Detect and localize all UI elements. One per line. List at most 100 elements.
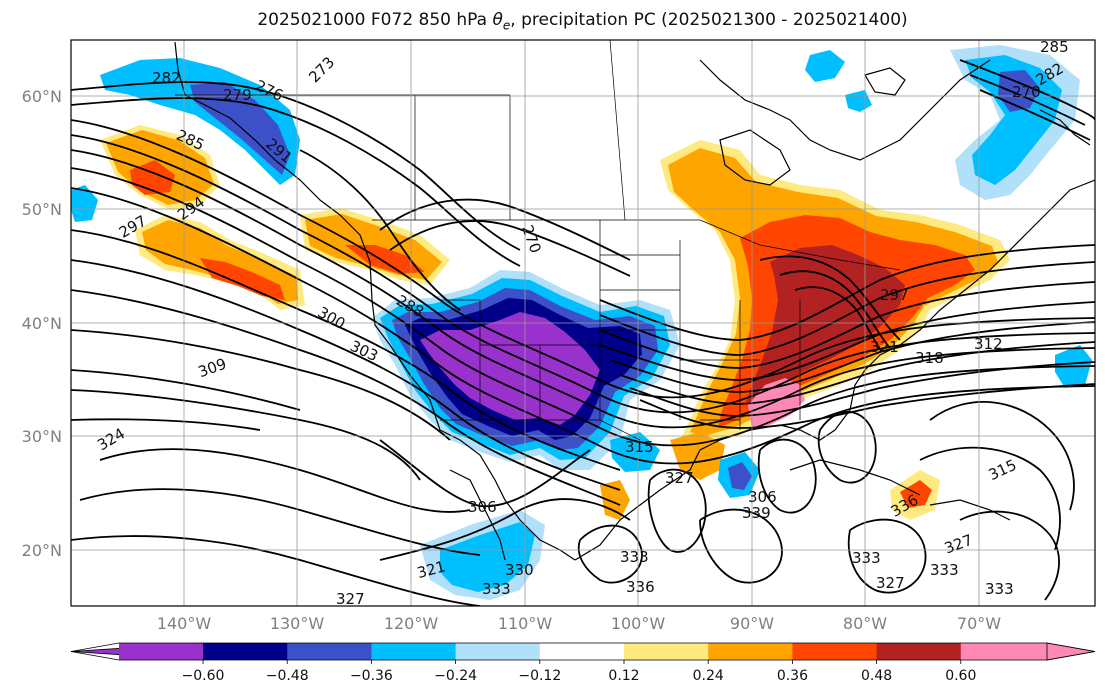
- colorbar-tick-label: 0.48: [861, 668, 892, 684]
- contour-label: 327: [876, 574, 905, 592]
- contour-line: [71, 289, 621, 506]
- colorbar-tick-label: −0.48: [266, 668, 309, 684]
- contour-label: 339: [742, 504, 771, 522]
- colorbar-tick-label: −0.60: [182, 668, 225, 684]
- precip-positive-caribbean-inner: [900, 480, 932, 508]
- contour-label: 333: [852, 549, 881, 567]
- lon-label: 80°W: [843, 614, 887, 633]
- contour-line: [919, 446, 1061, 551]
- colorbar-segment: [792, 643, 878, 660]
- border-line: [440, 419, 641, 441]
- lon-label: 130°W: [270, 614, 325, 633]
- contour-line: [699, 508, 783, 584]
- coastline: [574, 179, 1095, 561]
- contour-line: [71, 259, 621, 491]
- lon-label: 70°W: [957, 614, 1001, 633]
- coastline: [699, 59, 991, 161]
- lon-label: 100°W: [611, 614, 666, 633]
- colorbar-outline: [70, 642, 1096, 661]
- contour-label: 282: [152, 69, 181, 87]
- precip-negative-alaska-outer: [100, 58, 300, 185]
- colorbar-segment: [455, 643, 541, 660]
- colorbar-segment: [624, 643, 709, 660]
- title-theta-subscript: e: [502, 18, 511, 33]
- contour-line: [71, 149, 1095, 429]
- contour-line: [379, 198, 631, 261]
- contour-line: [599, 244, 1095, 341]
- contour-line: [389, 220, 631, 277]
- contour-line: [379, 498, 631, 561]
- contour-line: [817, 411, 877, 484]
- coastlines: [174, 41, 1095, 561]
- colorbar-tick-label: 0.24: [693, 668, 724, 684]
- contour-label: 333: [930, 561, 959, 579]
- latitude-axis: 60°N 50°N 40°N 30°N 20°N: [22, 87, 62, 560]
- contour-line: [599, 301, 1095, 381]
- contour-line: [379, 439, 591, 508]
- contour-label: 306: [748, 488, 777, 506]
- colorbar-segment: [539, 643, 625, 660]
- precip-positive-pacnw-red: [200, 258, 285, 300]
- coastline: [864, 67, 906, 96]
- title-suffix: , precipitation PC (2025021300 - 2025021…: [510, 10, 908, 30]
- contour-line: [599, 281, 1095, 369]
- colorbar-tick-label: 0.12: [608, 668, 639, 684]
- contour-line: [71, 81, 521, 251]
- contour-line: [71, 329, 451, 441]
- title-theta-symbol: θ: [492, 10, 503, 30]
- contour-label: 327: [336, 590, 365, 608]
- colorbar-segment: [708, 643, 793, 660]
- lon-label: 120°W: [384, 614, 439, 633]
- contour-line: [759, 255, 901, 341]
- longitude-axis: 140°W 130°W 120°W 110°W 100°W 90°W 80°W …: [157, 614, 1001, 633]
- contour-line: [299, 149, 461, 311]
- coastline: [1039, 109, 1091, 146]
- precip-positive-bahamas: [600, 480, 630, 520]
- graticule: [71, 40, 1095, 606]
- map-title: 2025021000 F072 850 hPa θe, precipitatio…: [0, 10, 1105, 32]
- contour-label: 279: [223, 86, 252, 104]
- contour-line: [929, 400, 1075, 511]
- contour-line: [794, 286, 883, 353]
- contour-line: [71, 535, 481, 606]
- contour-line: [629, 361, 1095, 417]
- contour-line: [71, 119, 1095, 399]
- contour-line: [959, 510, 1060, 601]
- coastline: [174, 41, 576, 561]
- contour-label: 312: [974, 335, 1003, 353]
- contour-label: 270: [1012, 83, 1041, 101]
- contour-line: [969, 74, 1086, 126]
- contour-label: 285: [1040, 38, 1069, 56]
- contour-line: [71, 167, 1095, 447]
- lat-label: 20°N: [22, 541, 62, 560]
- contour-line: [577, 524, 643, 584]
- contour-label: 327: [665, 469, 694, 487]
- contour-line: [71, 187, 1095, 465]
- contour-line: [71, 134, 1095, 414]
- colorbar-segment: [371, 643, 457, 660]
- contour-label: 315: [625, 438, 654, 456]
- lon-label: 140°W: [157, 614, 212, 633]
- precip-positive-bc-red: [345, 245, 425, 274]
- contour-label: 306: [468, 498, 497, 516]
- political-borders: [175, 40, 901, 441]
- colorbar-tick-label: −0.12: [518, 668, 561, 684]
- precip-negative-yucatan-inner: [728, 462, 752, 490]
- contour-label: 333: [985, 580, 1014, 598]
- colorbar-segment: [960, 643, 1047, 660]
- contour-line: [599, 261, 1095, 356]
- contour-line: [647, 468, 707, 553]
- colorbar-tick-label: −0.24: [434, 668, 477, 684]
- contour-line: [71, 369, 301, 411]
- contour-label: 318: [915, 349, 944, 367]
- contour-line: [71, 418, 261, 431]
- lat-label: 50°N: [22, 200, 62, 219]
- colorbar: −0.60 −0.48 −0.36 −0.24 −0.12 0.12 0.24 0.36 0.4…: [70, 642, 1096, 684]
- contour-line: [71, 389, 421, 481]
- coastline: [929, 499, 1011, 521]
- lat-label: 30°N: [22, 427, 62, 446]
- coastline: [789, 459, 921, 496]
- coastline: [449, 469, 506, 561]
- precip-negative-alaska-mid: [190, 82, 290, 175]
